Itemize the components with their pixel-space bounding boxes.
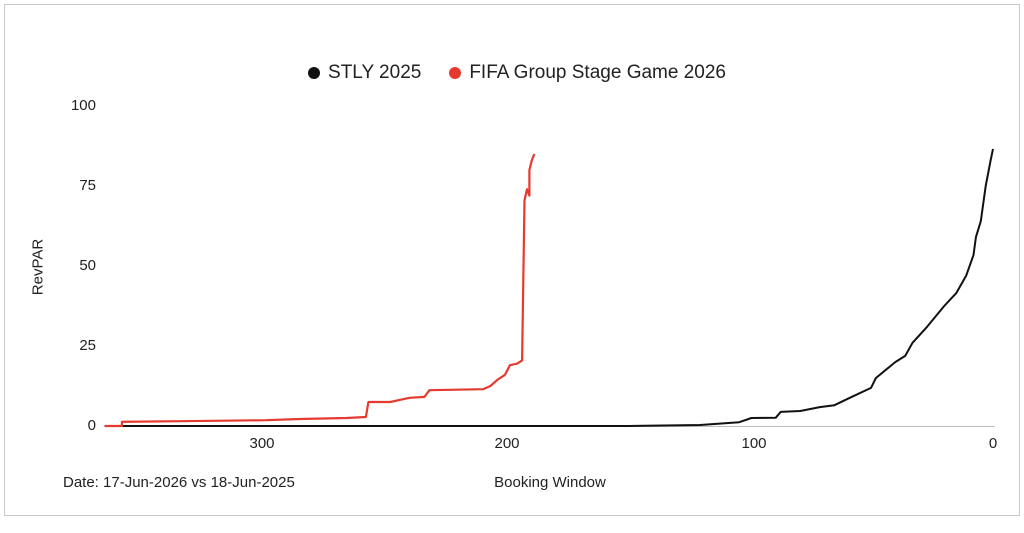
y-tick-100: 100 <box>70 97 96 114</box>
legend-item-fifa-2026[interactable]: FIFA Group Stage Game 2026 <box>449 62 726 84</box>
legend-item-stly-2025[interactable]: STLY 2025 <box>308 62 421 84</box>
x-tick-300: 300 <box>249 435 275 452</box>
legend-label: STLY 2025 <box>328 62 422 83</box>
chart-frame <box>4 4 1020 516</box>
series-line-fifa-2026 <box>104 153 536 428</box>
date-comparison-note: Date: 17-Jun-2026 vs 18-Jun-2025 <box>63 474 295 491</box>
series-line-stly-2025 <box>104 148 994 427</box>
x-tick-100: 100 <box>741 435 767 452</box>
legend-dot-icon <box>449 67 462 79</box>
y-tick-75: 75 <box>79 177 96 194</box>
x-axis-label: Booking Window <box>494 474 606 491</box>
x-tick-200: 200 <box>494 435 520 452</box>
x-tick-0: 0 <box>988 435 998 452</box>
y-tick-25: 25 <box>79 337 96 354</box>
y-tick-0: 0 <box>87 417 96 434</box>
legend-dot-icon <box>308 67 321 79</box>
y-tick-50: 50 <box>79 257 96 274</box>
chart-legend: STLY 2025 FIFA Group Stage Game 2026 <box>0 62 1024 84</box>
legend-label: FIFA Group Stage Game 2026 <box>469 62 726 83</box>
